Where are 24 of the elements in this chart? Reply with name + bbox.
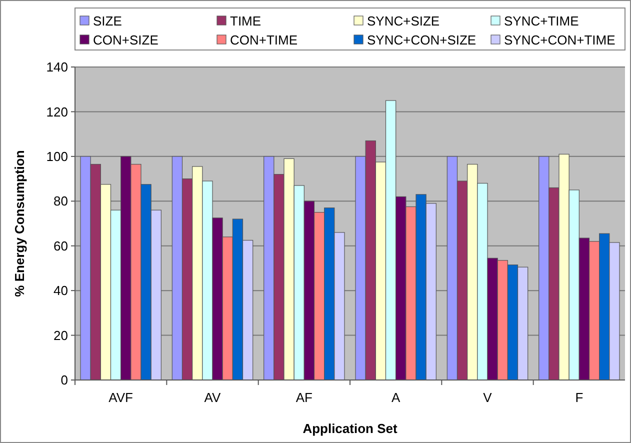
x-tick-label: AF bbox=[296, 390, 313, 405]
y-tick-label: 100 bbox=[46, 148, 68, 164]
legend-label: CON+TIME bbox=[230, 32, 298, 48]
y-axis-title: % Energy Consumption bbox=[12, 150, 27, 297]
y-tick-label: 120 bbox=[46, 104, 68, 120]
x-tick-label: F bbox=[575, 390, 584, 405]
legend-label: SYNC+CON+SIZE bbox=[367, 32, 476, 48]
legend-label: CON+SIZE bbox=[93, 32, 159, 48]
y-tick-label: 40 bbox=[54, 283, 68, 298]
y-tick-label: 60 bbox=[54, 238, 68, 254]
y-tick-label: 0 bbox=[60, 372, 68, 388]
legend-label: SYNC+TIME bbox=[504, 14, 580, 29]
y-tick-label: 140 bbox=[46, 60, 68, 75]
x-tick-label: V bbox=[483, 390, 492, 405]
x-tick-label: AVF bbox=[108, 390, 134, 405]
x-tick-label: A bbox=[391, 390, 400, 405]
y-tick-label: 80 bbox=[54, 194, 68, 209]
x-tick-label: AV bbox=[204, 390, 222, 405]
x-axis-title: Application Set bbox=[302, 421, 398, 436]
legend-label: TIME bbox=[230, 14, 262, 29]
legend-label: SIZE bbox=[93, 14, 122, 29]
legend-label: SYNC+SIZE bbox=[367, 14, 440, 29]
legend-label: SYNC+CON+TIME bbox=[504, 32, 616, 48]
y-tick-label: 20 bbox=[54, 328, 68, 343]
